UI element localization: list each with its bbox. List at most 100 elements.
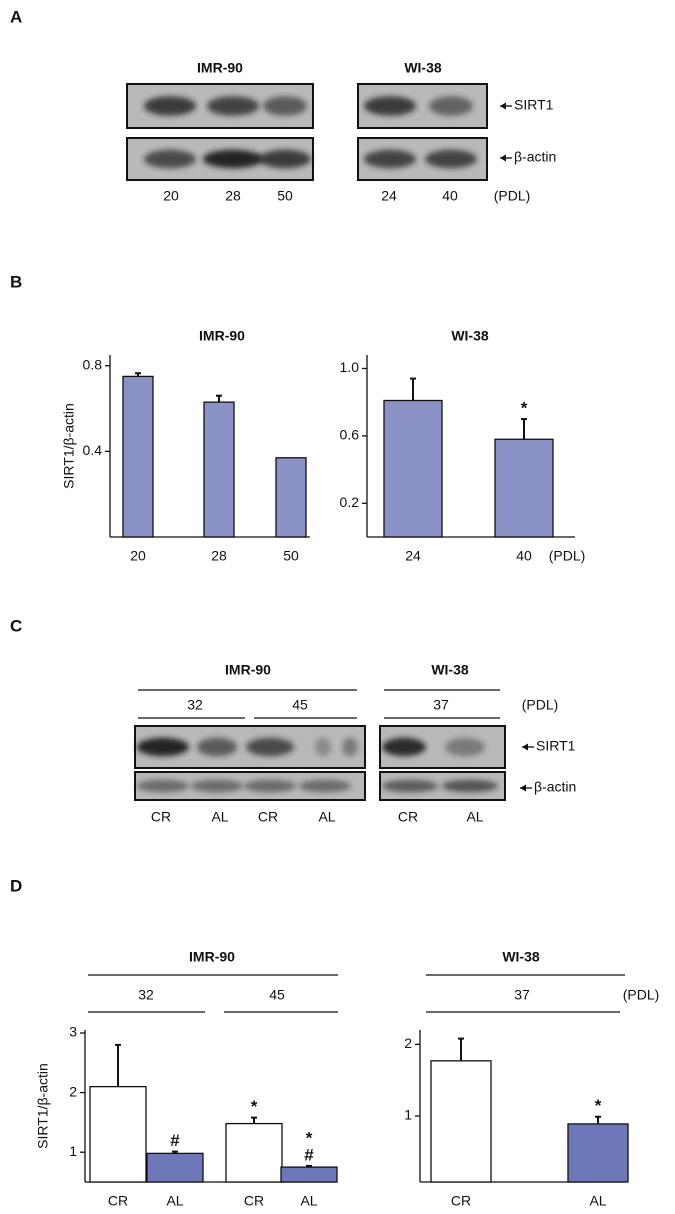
x-tick-label: AL xyxy=(589,1193,606,1209)
arrow-head xyxy=(520,784,526,792)
y-axis-label: SIRT1/β-actin xyxy=(61,403,77,489)
band xyxy=(445,737,485,757)
bar xyxy=(89,1085,147,1183)
x-tick-label: 24 xyxy=(405,548,421,564)
row-label: SIRT1 xyxy=(536,738,576,754)
y-tick-label: 1 xyxy=(69,1143,77,1159)
panel-label: B xyxy=(10,272,22,291)
bar xyxy=(567,1123,629,1183)
lane-label: 24 xyxy=(381,188,397,204)
bar xyxy=(122,375,154,538)
bar xyxy=(225,1122,283,1183)
x-tick-label: AL xyxy=(166,1193,183,1209)
lane-label: CR xyxy=(151,809,171,825)
chart-title: WI-38 xyxy=(502,949,540,965)
unit-label: (PDL) xyxy=(549,548,586,564)
band xyxy=(144,96,196,116)
arrow-head xyxy=(522,743,528,751)
lane-label: 28 xyxy=(225,188,241,204)
group-title: IMR-90 xyxy=(225,662,271,678)
band xyxy=(442,779,498,793)
band xyxy=(246,737,294,757)
band xyxy=(299,779,351,793)
band xyxy=(207,96,259,116)
row-label: β-actin xyxy=(514,149,556,165)
bar xyxy=(275,457,307,538)
bar xyxy=(494,438,554,538)
x-tick-label: 28 xyxy=(211,548,227,564)
band xyxy=(364,96,416,116)
x-tick-label: AL xyxy=(300,1193,317,1209)
panel-label: D xyxy=(10,876,22,895)
y-tick-label: 1.0 xyxy=(340,359,360,375)
annotation: * xyxy=(521,399,528,418)
lane-label: CR xyxy=(398,809,418,825)
row-label: β-actin xyxy=(534,779,576,795)
chart-title: WI-38 xyxy=(451,328,489,344)
pdl-label: 32 xyxy=(138,987,154,1003)
lane-label: AL xyxy=(318,809,335,825)
band xyxy=(197,737,237,757)
band xyxy=(315,737,331,757)
chart-title: IMR-90 xyxy=(189,949,235,965)
group-title: WI-38 xyxy=(431,662,469,678)
pdl-label: 45 xyxy=(269,987,285,1003)
panel-label: A xyxy=(10,7,22,26)
annotation: * xyxy=(306,1128,313,1147)
lane-label: 20 xyxy=(163,188,179,204)
y-tick-label: 3 xyxy=(69,1024,77,1040)
y-tick-label: 2 xyxy=(404,1035,412,1051)
lane-label: CR xyxy=(258,809,278,825)
pdl-label: 37 xyxy=(514,987,530,1003)
panel-label: C xyxy=(10,616,22,635)
band xyxy=(342,737,358,757)
band xyxy=(137,779,189,793)
lane-label: 50 xyxy=(277,188,293,204)
y-axis-label: SIRT1/β-actin xyxy=(35,1063,51,1149)
pdl-label: 32 xyxy=(187,697,203,713)
x-tick-label: CR xyxy=(244,1193,264,1209)
lane-label: 40 xyxy=(442,188,458,204)
band xyxy=(244,779,296,793)
bar xyxy=(280,1166,338,1183)
lane-label: AL xyxy=(211,809,228,825)
band xyxy=(364,149,416,169)
band xyxy=(425,149,477,169)
pdl-label: 45 xyxy=(292,697,308,713)
annotation: * xyxy=(251,1097,258,1116)
annotation: * xyxy=(595,1096,602,1115)
band xyxy=(191,779,243,793)
arrow-head xyxy=(500,102,506,110)
band xyxy=(144,149,196,169)
x-tick-label: CR xyxy=(451,1193,471,1209)
band xyxy=(263,96,307,116)
bar xyxy=(146,1152,204,1183)
arrow-head xyxy=(500,154,506,162)
annotation: # xyxy=(170,1131,180,1150)
x-tick-label: 20 xyxy=(130,548,146,564)
unit-label: (PDL) xyxy=(494,188,531,204)
x-tick-label: CR xyxy=(108,1193,128,1209)
band xyxy=(137,737,189,757)
chart-title: IMR-90 xyxy=(199,328,245,344)
band xyxy=(259,149,311,169)
bar xyxy=(430,1060,492,1183)
y-tick-label: 0.2 xyxy=(340,494,360,510)
band xyxy=(382,779,438,793)
bar xyxy=(383,399,443,538)
y-tick-label: 2 xyxy=(69,1083,77,1099)
pdl-label: 37 xyxy=(433,697,449,713)
group-title: IMR-90 xyxy=(197,60,243,76)
y-tick-label: 1 xyxy=(404,1107,412,1123)
band xyxy=(203,149,263,169)
band xyxy=(429,96,473,116)
x-tick-label: 50 xyxy=(283,548,299,564)
group-title: WI-38 xyxy=(404,60,442,76)
unit-label: (PDL) xyxy=(623,987,660,1003)
band xyxy=(382,737,426,757)
y-tick-label: 0.4 xyxy=(83,442,103,458)
annotation: # xyxy=(304,1145,314,1164)
x-tick-label: 40 xyxy=(516,548,532,564)
